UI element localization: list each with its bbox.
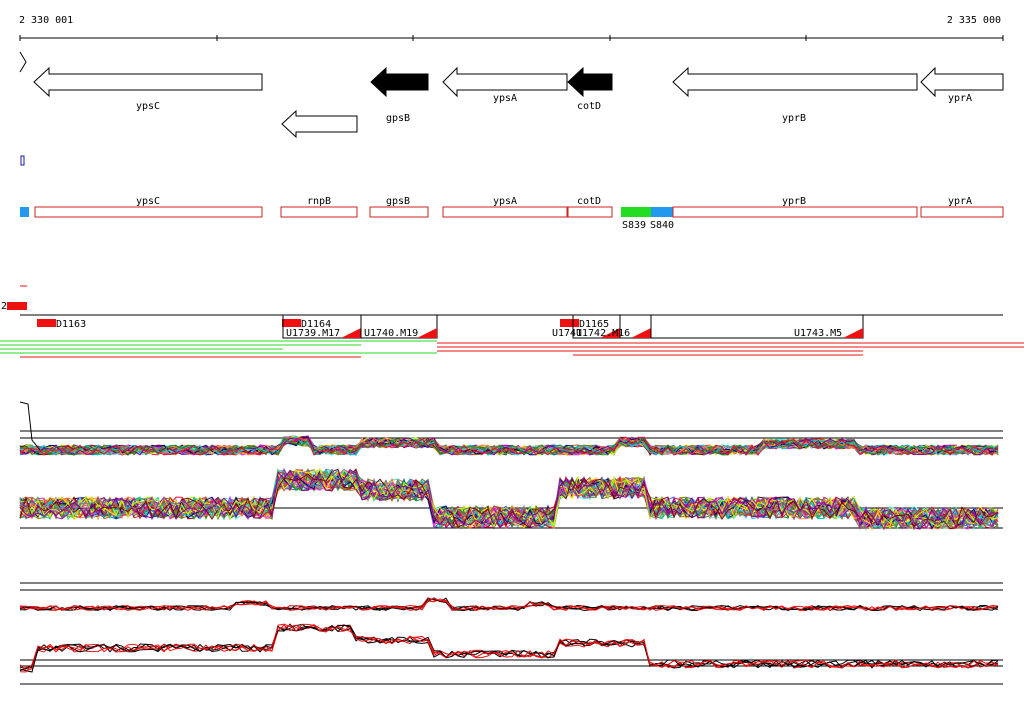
annotation-label: yprB bbox=[782, 196, 806, 207]
annotation-box[interactable] bbox=[369, 206, 429, 218]
profile-lines-upper bbox=[19, 401, 999, 531]
annotation-box[interactable] bbox=[442, 206, 568, 218]
summary-line bbox=[19, 623, 999, 673]
segment-flag bbox=[631, 328, 651, 338]
profile-line bbox=[19, 436, 999, 456]
feature-block[interactable] bbox=[282, 319, 301, 327]
expression-panel-summary bbox=[19, 582, 1003, 685]
gene-arrow-label: ypsA bbox=[493, 93, 517, 104]
gene-arrow[interactable] bbox=[33, 66, 263, 98]
segment-label: U1740.M19 bbox=[364, 328, 418, 339]
blue-marker bbox=[20, 207, 29, 217]
gene-arrow-label: ypsC bbox=[136, 101, 160, 112]
annotation-label: ypsC bbox=[136, 196, 160, 207]
segment-label: U1739.M17 bbox=[286, 328, 340, 339]
expression-panel-upper bbox=[19, 401, 1003, 531]
feature-label: D1163 bbox=[56, 319, 86, 330]
annotation-box[interactable] bbox=[280, 206, 358, 218]
annotation-box[interactable] bbox=[672, 206, 918, 218]
site-label: S840 bbox=[650, 220, 674, 231]
gene-arrow-filled[interactable] bbox=[567, 66, 613, 98]
red-feature-block bbox=[7, 302, 27, 310]
gene-arrow-label: cotD bbox=[577, 101, 601, 112]
segment-flag bbox=[341, 328, 361, 338]
annotation-box[interactable] bbox=[920, 206, 1004, 218]
annotation-label: rnpB bbox=[307, 196, 331, 207]
coverage-lines bbox=[0, 340, 1024, 358]
gene-arrow[interactable] bbox=[281, 109, 358, 139]
gene-arrow[interactable] bbox=[672, 66, 918, 98]
annotation-label: cotD bbox=[577, 196, 601, 207]
segment-label: U1743.M5 bbox=[794, 328, 842, 339]
segment-flag bbox=[417, 328, 437, 338]
gene-arrow-label: yprA bbox=[948, 93, 972, 104]
feature-track: 2 D1163 D1164 D1165 U1739.M17 U1740.M19 … bbox=[1, 285, 1003, 339]
segment-label: U1742.M16 bbox=[576, 328, 630, 339]
site-box-blue[interactable] bbox=[651, 207, 673, 217]
summary-line bbox=[19, 624, 999, 672]
profile-spike bbox=[19, 401, 41, 451]
segment-bracket[interactable] bbox=[360, 315, 438, 339]
gene-strand-track: ypsC gpsB ypsA cotD yprB yprA bbox=[19, 51, 1004, 139]
summary-line bbox=[19, 598, 999, 612]
annotation-label: yprA bbox=[948, 196, 972, 207]
feature-block[interactable] bbox=[560, 319, 579, 327]
navy-marker bbox=[20, 155, 25, 166]
annotation-box[interactable] bbox=[567, 206, 613, 218]
ruler-start-label: 2 330 001 bbox=[19, 15, 73, 26]
gene-arrow-label: yprB bbox=[782, 113, 806, 124]
profile-line bbox=[19, 436, 999, 456]
coordinate-ruler: 2 330 001 2 335 000 bbox=[19, 15, 1004, 41]
summary-line bbox=[19, 623, 999, 673]
gene-arrow[interactable] bbox=[442, 66, 568, 98]
ruler-end-label: 2 335 000 bbox=[947, 15, 1001, 26]
annotation-label: gpsB bbox=[386, 196, 410, 207]
gene-arrow-partial[interactable] bbox=[19, 51, 27, 73]
segment-flag bbox=[600, 328, 620, 338]
gene-arrow-label: gpsB bbox=[386, 113, 410, 124]
segment-bracket[interactable] bbox=[650, 315, 864, 339]
segment-flag bbox=[843, 328, 863, 338]
gene-arrow-filled[interactable] bbox=[370, 66, 429, 98]
track-marker-label: 2 bbox=[1, 301, 7, 312]
gene-arrow[interactable] bbox=[920, 66, 1004, 98]
site-label: S839 bbox=[622, 220, 646, 231]
site-box-green[interactable] bbox=[621, 207, 651, 217]
profile-lines-summary bbox=[19, 597, 999, 673]
annotation-box[interactable] bbox=[34, 206, 263, 218]
profile-line bbox=[19, 468, 999, 528]
profile-line bbox=[19, 468, 999, 530]
annotation-track: ypsC rnpB gpsB ypsA cotD S839 S840 yprB … bbox=[20, 196, 1004, 231]
feature-label: D1164 bbox=[301, 319, 331, 330]
annotation-label: ypsA bbox=[493, 196, 517, 207]
profile-line bbox=[19, 469, 999, 530]
feature-block[interactable] bbox=[37, 319, 56, 327]
segment-label: U1741 bbox=[552, 328, 582, 339]
feature-label: D1165 bbox=[579, 319, 609, 330]
summary-line bbox=[19, 597, 999, 611]
